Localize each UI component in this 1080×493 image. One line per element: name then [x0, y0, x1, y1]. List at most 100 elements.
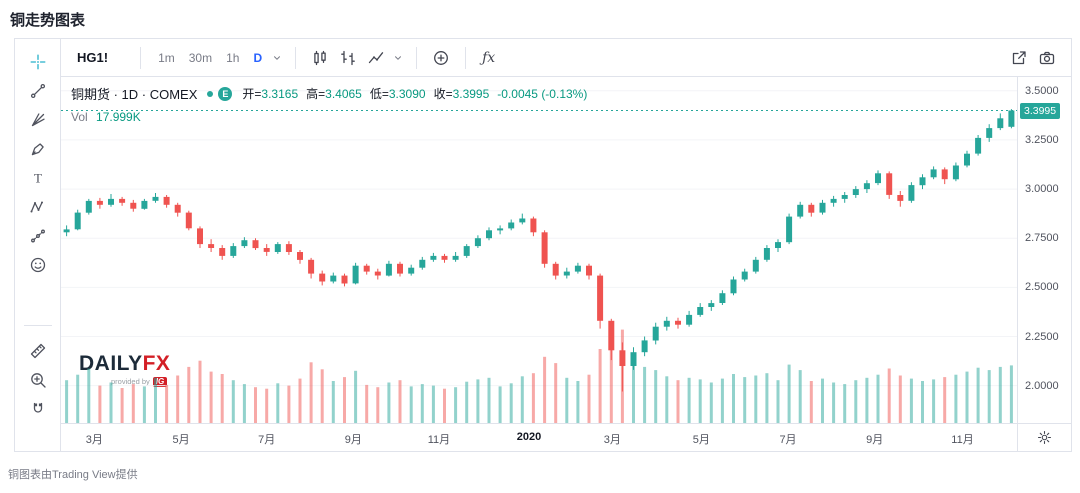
- xabcd-icon: [30, 201, 43, 213]
- legend-symbol-title[interactable]: 铜期货 · 1D · COMEX: [71, 87, 198, 102]
- interval-1m-button[interactable]: 1m: [158, 50, 175, 65]
- price-tick-label: 2.2500: [1025, 330, 1059, 343]
- emoji-tool[interactable]: [23, 252, 53, 278]
- magnet-tool[interactable]: [23, 396, 53, 422]
- area-icon: [368, 51, 384, 63]
- time-tick-label: 7月: [258, 434, 276, 446]
- time-axis[interactable]: 3月 5月 7月 9月 11月 2020 3月 5月 7月 9月 11月: [61, 424, 1017, 451]
- market-status-dot-icon: [207, 90, 214, 97]
- page: 铜走势图表 T HG1! 1m 30m 1h D ƒx: [8, 12, 1072, 481]
- candlestick-chart[interactable]: [61, 77, 1017, 423]
- interval-1h-button[interactable]: 1h: [226, 50, 240, 65]
- time-tick-label: 2020: [516, 431, 542, 443]
- price-tick-label: 2.7500: [1025, 232, 1059, 245]
- toolbar-divider: [465, 46, 467, 69]
- price-tick-label: 3.0000: [1025, 183, 1059, 196]
- fib-icon: [31, 113, 45, 127]
- settings-gear-button[interactable]: [1031, 425, 1059, 451]
- provided-by-text: provided by: [111, 377, 150, 387]
- legend-row-volume: Vol 17.999K: [71, 110, 587, 124]
- ohlc-values: 开=3.3165 高=3.4065 低=3.3090 收=3.3995: [242, 85, 497, 102]
- trendline-icon: [30, 83, 45, 99]
- trend-line-tool[interactable]: [23, 78, 53, 104]
- dailyfx-watermark: DAILYFX provided by IG: [79, 353, 170, 387]
- chart-legend: 铜期货 · 1D · COMEX E 开=3.3165 高=3.4065 低=3.3…: [71, 84, 587, 124]
- forecast-icon: [30, 229, 45, 243]
- attribution-text: 铜图表由Trading View提供: [8, 469, 138, 481]
- zoom-in-tool[interactable]: [23, 367, 53, 393]
- price-tick-label: 2.0000: [1025, 379, 1059, 392]
- time-tick-label: 11月: [951, 434, 974, 446]
- dailyfx-logo-fx: FX: [142, 352, 171, 375]
- chevron-down-icon: [274, 55, 281, 60]
- emoji-icon: [30, 257, 45, 273]
- ig-brand-badge: IG: [152, 377, 168, 387]
- dailyfx-logo-daily: DAILY: [79, 352, 143, 375]
- time-axis-row: 3月 5月 7月 9月 11月 2020 3月 5月 7月 9月 11月: [61, 423, 1071, 451]
- toolbar-divider: [140, 46, 142, 69]
- top-toolbar: HG1! 1m 30m 1h D ƒx: [61, 39, 1071, 77]
- volume-value: 17.999K: [96, 110, 141, 124]
- plot-area: DAILYFX provided by IG 铜期货 · 1D · COMEX E…: [61, 77, 1017, 423]
- crosshair-icon: [30, 54, 45, 70]
- time-tick-label: 3月: [85, 434, 103, 446]
- price-tick-label: 3.5000: [1025, 84, 1059, 97]
- tradingview-chart-widget: T HG1! 1m 30m 1h D ƒx: [14, 38, 1072, 452]
- interval-D-button[interactable]: D: [253, 50, 263, 65]
- brush-icon: [31, 143, 44, 156]
- ohlc-bars-button[interactable]: [334, 45, 362, 71]
- time-tick-label: 7月: [779, 434, 797, 446]
- chart-row: DAILYFX provided by IG 铜期货 · 1D · COMEX E…: [61, 77, 1071, 423]
- chevron-down-icon: [395, 55, 402, 60]
- delayed-data-badge: E: [218, 86, 233, 101]
- chart-panel: HG1! 1m 30m 1h D ƒx DAI: [61, 39, 1071, 451]
- measure-ruler-tool[interactable]: [23, 338, 53, 364]
- dailyfx-logo: DAILYFX: [79, 353, 170, 374]
- page-title: 铜走势图表: [10, 12, 86, 29]
- xabcd-pattern-tool[interactable]: [23, 194, 53, 220]
- time-tick-label: 9月: [344, 434, 362, 446]
- time-tick-label: 3月: [603, 434, 621, 446]
- area-chart-style-button[interactable]: [362, 45, 390, 71]
- crosshair-tool[interactable]: [23, 49, 53, 75]
- ohlc-low: 低=3.3090: [369, 87, 426, 101]
- toolbar-divider: [23, 325, 52, 326]
- compare-add-button[interactable]: [427, 45, 455, 71]
- compare-icon: [434, 50, 449, 65]
- drawing-toolbar: T: [15, 39, 61, 451]
- candlestick-chart-canvas[interactable]: [61, 77, 1017, 423]
- indicators-fx-button[interactable]: ƒx: [482, 49, 496, 66]
- time-tick-label: 5月: [172, 434, 190, 446]
- bars-icon: [341, 50, 355, 65]
- style-dropdown-chevron-icon[interactable]: [390, 45, 406, 71]
- interval-dropdown-chevron-icon[interactable]: [269, 45, 285, 71]
- forecast-tool[interactable]: [23, 223, 53, 249]
- magnet-icon: [33, 402, 42, 413]
- snapshot-camera-button[interactable]: [1033, 45, 1061, 71]
- legend-row-price: 铜期货 · 1D · COMEX E 开=3.3165 高=3.4065 低=3.3…: [71, 84, 587, 103]
- zoom-icon: [30, 373, 46, 388]
- price-axis[interactable]: 3.5000 3.2500 3.0000 2.7500 2.5000 2.2500 2.00…: [1017, 77, 1071, 423]
- price-change-text: -0.0045 (-0.13%): [497, 86, 588, 101]
- ohlc-close: 收=3.3995: [433, 87, 490, 101]
- text-tool[interactable]: T: [23, 165, 53, 191]
- interval-group: 1m 30m 1h D: [151, 51, 269, 65]
- open-in-new-button[interactable]: [1005, 45, 1033, 71]
- text-icon: T: [34, 171, 42, 186]
- candles-icon: [314, 50, 326, 65]
- symbol-button[interactable]: HG1!: [77, 50, 109, 65]
- time-tick-label: 5月: [692, 434, 710, 446]
- open-in-new-icon: [1012, 50, 1026, 64]
- price-tick-label: 2.5000: [1025, 281, 1059, 294]
- last-price-label: 3.3995: [1020, 102, 1061, 119]
- ruler-icon: [30, 343, 45, 359]
- toolbar-divider: [295, 46, 297, 69]
- time-tick-label: 9月: [866, 434, 884, 446]
- interval-30m-button[interactable]: 30m: [188, 50, 213, 65]
- gann-fib-tool[interactable]: [23, 107, 53, 133]
- ohlc-open: 开=3.3165: [242, 87, 299, 101]
- price-tick-label: 3.2500: [1025, 133, 1059, 146]
- candles-chart-button[interactable]: [306, 45, 334, 71]
- toolbar-divider: [416, 46, 418, 69]
- brush-tool[interactable]: [23, 136, 53, 162]
